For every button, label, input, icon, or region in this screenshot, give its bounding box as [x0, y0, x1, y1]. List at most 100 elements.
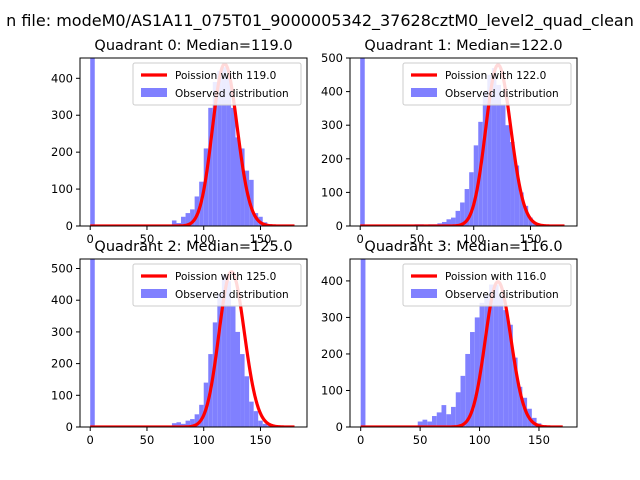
x-tick-label: 50	[140, 232, 155, 246]
histogram-bar	[427, 421, 432, 427]
x-tick-label: 50	[413, 433, 428, 447]
histogram-bar	[508, 324, 513, 427]
histogram-bar	[512, 357, 518, 427]
histogram-bar	[258, 420, 263, 427]
histogram-bar	[244, 170, 250, 226]
legend-label-observed: Observed distribution	[445, 88, 559, 100]
legend: Poission with 125.0 Observed distribution	[132, 263, 302, 307]
histogram-bar	[176, 422, 182, 427]
histogram-bar	[451, 217, 456, 226]
histogram-bar	[417, 421, 423, 427]
histogram-bar	[90, 259, 95, 427]
chart-panel-2: 0 50 100 150 0 100 200 300 400 500 Quadrant 2: Med…	[51, 239, 308, 447]
histogram-bar	[190, 209, 195, 226]
histogram-bar	[528, 217, 533, 226]
histogram-bar	[460, 375, 466, 427]
legend: Poission with 122.0 Observed distribution	[402, 62, 572, 106]
legend-box	[402, 62, 572, 106]
histogram-bar	[487, 74, 492, 226]
histogram-bar	[498, 295, 504, 427]
y-tick-label: 200	[321, 347, 343, 361]
histogram-bar	[185, 213, 191, 226]
histogram-bar	[240, 354, 245, 427]
histogram-bar	[470, 332, 475, 427]
x-tick-label: 50	[140, 433, 155, 447]
chart-title: Quadrant 1: Median=122.0	[364, 38, 562, 54]
y-tick-label: 100	[321, 383, 343, 397]
histogram-bar	[190, 419, 195, 427]
legend-box	[402, 263, 572, 307]
y-tick-label: 100	[51, 388, 73, 402]
y-tick-label: 200	[51, 357, 73, 371]
legend-label-poisson: Poission with 125.0	[175, 271, 276, 283]
histogram-bar	[360, 259, 366, 427]
x-tick-label: 150	[528, 433, 550, 447]
histogram-bar	[171, 220, 177, 226]
histogram-bar	[484, 295, 490, 427]
histogram-bar	[226, 78, 231, 226]
histogram-bar	[441, 221, 447, 226]
x-tick-label: 50	[410, 232, 425, 246]
plot-area	[89, 58, 295, 226]
y-tick-label: 200	[51, 145, 73, 159]
y-tick-label: 400	[51, 71, 73, 85]
histogram-bar	[221, 274, 227, 427]
legend-swatch-observed	[141, 88, 167, 97]
y-tick-label: 100	[321, 185, 343, 199]
poisson-line	[360, 280, 564, 427]
histogram-bar	[226, 281, 231, 427]
legend: Poission with 116.0 Observed distribution	[402, 263, 572, 307]
histogram-bar	[217, 70, 222, 226]
y-tick-label: 0	[66, 219, 73, 233]
histogram-bar	[199, 404, 204, 427]
legend-label-observed: Observed distribution	[175, 88, 289, 100]
histogram-bar	[455, 210, 461, 226]
y-tick-label: 0	[336, 420, 343, 434]
x-tick-label: 0	[87, 232, 94, 246]
axes-frame	[79, 258, 308, 428]
histogram-bar	[90, 58, 95, 226]
y-tick-label: 400	[51, 293, 73, 307]
histogram-bar	[240, 148, 245, 226]
histogram-bar	[455, 392, 461, 427]
histogram-bar	[249, 401, 254, 427]
chart-panel-3: 0 50 100 150 0 100 200 300 400 Quadrant 3: Median…	[321, 239, 578, 447]
y-tick-label: 300	[321, 310, 343, 324]
histogram-bar	[208, 107, 213, 226]
histogram-bar	[514, 165, 520, 226]
poisson-line	[89, 270, 295, 427]
histogram-bar	[460, 202, 465, 226]
histogram-bar	[510, 142, 515, 226]
histogram-bar	[489, 284, 494, 427]
histogram-bar	[203, 148, 209, 226]
poisson-line	[359, 63, 565, 226]
axes-frame	[349, 57, 578, 227]
histogram-bar	[441, 405, 447, 427]
legend-label-poisson: Poission with 122.0	[445, 70, 546, 82]
x-tick-label: 100	[193, 433, 215, 447]
x-tick-label: 150	[519, 232, 541, 246]
x-tick-label: 100	[463, 232, 485, 246]
histogram-bar	[235, 331, 241, 427]
legend-swatch-observed	[141, 289, 167, 298]
histogram-bar	[212, 322, 218, 427]
y-tick-label: 500	[321, 51, 343, 65]
x-tick-label: 150	[249, 232, 271, 246]
legend-swatch-observed	[411, 289, 437, 298]
panels: 0 50 100 150 0 100 200 300 400 Quadrant 0: Median…	[51, 38, 578, 447]
histogram-bar	[465, 353, 471, 427]
figure-suptitle: n file: modeM0/AS1A11_075T01_9000005342_…	[6, 11, 634, 31]
histogram-bar	[503, 310, 509, 427]
y-tick-label: 100	[51, 182, 73, 196]
axes-frame	[79, 57, 308, 227]
histogram-bar	[212, 82, 218, 226]
plot-area	[89, 259, 295, 427]
chart-panel-0: 0 50 100 150 0 100 200 300 400 Quadrant 0: Median…	[51, 38, 308, 246]
histogram-bar	[221, 67, 227, 226]
histogram-bar	[482, 91, 488, 226]
legend-label-observed: Observed distribution	[445, 289, 559, 301]
histogram-bar	[493, 284, 499, 427]
histogram-bar	[451, 406, 456, 427]
histogram-bar	[185, 420, 191, 427]
histogram-bar	[505, 125, 511, 226]
